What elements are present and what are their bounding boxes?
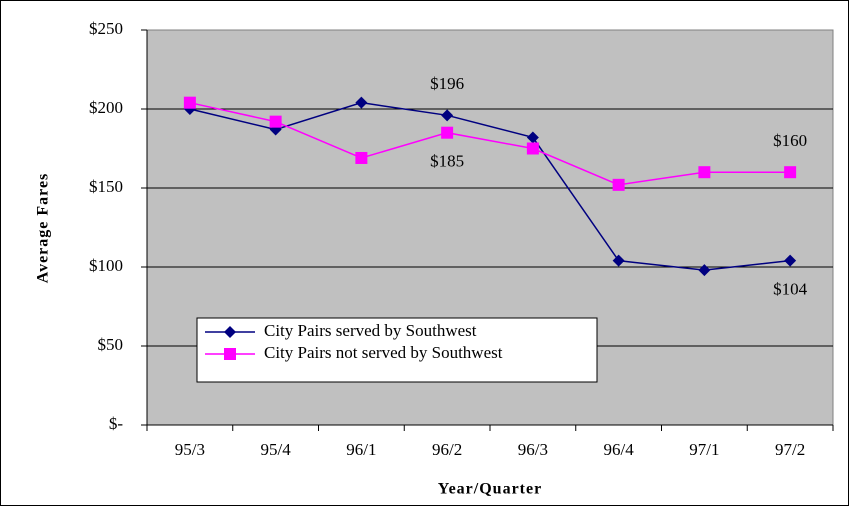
marker xyxy=(526,131,539,144)
x-tick-label: 96/2 xyxy=(432,440,462,459)
series-line xyxy=(189,101,791,271)
y-tick-label: $200 xyxy=(89,98,123,117)
y-tick-label: $150 xyxy=(89,177,123,196)
marker xyxy=(526,142,539,155)
marker xyxy=(698,264,711,277)
marker xyxy=(269,115,282,128)
y-tick-label: $- xyxy=(109,414,124,433)
marker xyxy=(784,166,797,179)
x-axis-title: Year/Quarter xyxy=(438,481,542,498)
marker xyxy=(183,96,196,109)
marker xyxy=(441,126,454,139)
legend: City Pairs served by Southwest City Pairs… xyxy=(196,317,598,383)
y-axis-title: Average Fares xyxy=(35,173,52,284)
x-tick-label: 97/2 xyxy=(775,440,805,459)
legend-box xyxy=(196,317,598,383)
x-tick-label: 96/1 xyxy=(346,440,376,459)
data-label: $185 xyxy=(430,152,464,171)
x-tick-label: 95/4 xyxy=(261,440,292,459)
x-tick-label: 96/4 xyxy=(604,440,635,459)
marker xyxy=(355,96,368,109)
x-tick-label: 96/3 xyxy=(518,440,548,459)
data-label: $104 xyxy=(773,280,808,299)
y-tick-label: $100 xyxy=(89,256,123,275)
marker xyxy=(612,254,625,267)
x-tick-label: 97/1 xyxy=(689,440,719,459)
series-line xyxy=(189,101,791,186)
y-tick-label: $50 xyxy=(98,335,124,354)
data-label: $160 xyxy=(773,131,807,150)
y-tick-label: $250 xyxy=(89,19,123,38)
marker xyxy=(698,166,711,179)
marker xyxy=(612,178,625,191)
marker xyxy=(441,109,454,122)
marker xyxy=(355,151,368,164)
data-label: $196 xyxy=(430,74,464,93)
legend-label: City Pairs served by Southwest xyxy=(264,321,477,340)
marker xyxy=(784,254,797,267)
legend-label: City Pairs not served by Southwest xyxy=(264,343,503,362)
x-tick-label: 95/3 xyxy=(175,440,205,459)
marker xyxy=(224,348,236,360)
marker xyxy=(224,326,236,338)
